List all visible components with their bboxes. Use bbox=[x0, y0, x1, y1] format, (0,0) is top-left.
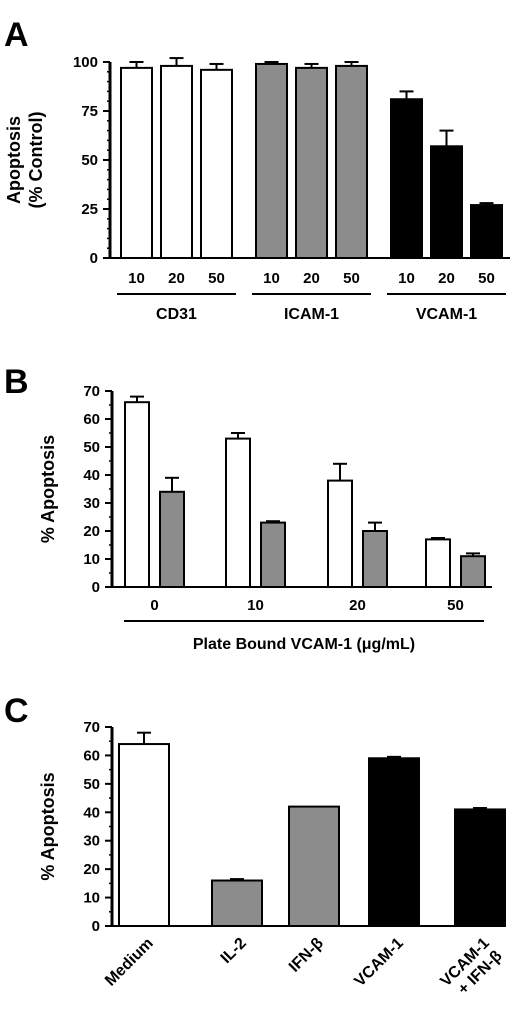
panel-c-x-tick-line: IFN-β bbox=[286, 935, 327, 976]
panel-a-label: A bbox=[4, 16, 29, 54]
panel-b-label: B bbox=[4, 363, 29, 401]
panel-b-chart: 0 10 20 30 40 50 60 70 0 10 20 50 Plate Bound VCAM-1… bbox=[38, 383, 492, 653]
panel-b-y-tick-label: 0 bbox=[92, 579, 100, 596]
panel-a-x-tick-label: 50 bbox=[343, 270, 360, 287]
panel-c-x-tick-line: IL-2 bbox=[218, 935, 250, 967]
panel-a-x-tick-label: 10 bbox=[128, 270, 145, 287]
panel-a-bar bbox=[160, 64, 193, 259]
panel-b-y-tick-label: 30 bbox=[83, 495, 100, 512]
panel-c-bar bbox=[211, 879, 263, 927]
panel-a-group-label: VCAM-1 bbox=[416, 306, 477, 323]
panel-a-bar bbox=[120, 66, 153, 259]
panel-b-y-tick-label: 50 bbox=[83, 439, 100, 456]
panel-a-bar bbox=[335, 64, 368, 259]
panel-c-label: C bbox=[4, 692, 29, 730]
panel-b-y-tick-label: 70 bbox=[83, 383, 100, 400]
panel-a-y-tick-label: 50 bbox=[81, 152, 98, 169]
panel-b-x-label: Plate Bound VCAM-1 (μg/mL) bbox=[193, 636, 415, 653]
panel-a-y-tick-label: 75 bbox=[81, 103, 98, 120]
panel-a-group-label: ICAM-1 bbox=[284, 306, 339, 323]
panel-c-x-tick-line: VCAM-1 bbox=[351, 935, 406, 990]
panel-c-x-tick-label: IL-2 bbox=[218, 935, 250, 967]
panel-a-x-tick-label: 20 bbox=[438, 270, 455, 287]
panel-a-y-tick-label: 25 bbox=[81, 201, 98, 218]
panel-b-y-tick-label: 40 bbox=[83, 467, 100, 484]
panel-b-x-tick-label: 50 bbox=[447, 597, 464, 614]
panel-c-y-label: % Apoptosis bbox=[38, 772, 58, 880]
panel-b-bar bbox=[362, 530, 388, 588]
panel-b-x-tick-label: 0 bbox=[150, 597, 158, 614]
panel-c-bar bbox=[368, 757, 420, 927]
panel-b-bar bbox=[327, 479, 353, 589]
panel-a-x-tick-label: 20 bbox=[303, 270, 320, 287]
panel-a-y-tick-label: 0 bbox=[90, 250, 98, 267]
panel-a-x-tick-label: 50 bbox=[208, 270, 225, 287]
panel-c-y-tick-label: 50 bbox=[83, 776, 100, 793]
panel-a-y-label: Apoptosis bbox=[4, 116, 24, 204]
panel-a-group-label: CD31 bbox=[156, 306, 197, 323]
panel-b-x-tick-label: 20 bbox=[349, 597, 366, 614]
panel-c-y-tick-label: 20 bbox=[83, 861, 100, 878]
panel-c-x-tick-label: VCAM-1+ IFN-β bbox=[437, 935, 505, 1003]
panel-a-x-tick-label: 50 bbox=[478, 270, 495, 287]
panel-b-y-tick-label: 60 bbox=[83, 411, 100, 428]
panel-c-chart: 0 10 20 30 40 50 60 70 Medium IL-2 IFN-β VCAM-1 VCAM… bbox=[38, 719, 506, 1003]
panel-c-x-tick-line: Medium bbox=[102, 935, 157, 990]
panel-b-x-tick-label: 10 bbox=[247, 597, 264, 614]
panel-c-bar bbox=[118, 743, 170, 927]
panel-b-y-label: % Apoptosis bbox=[38, 435, 58, 543]
panel-a-x-tick-label: 10 bbox=[398, 270, 415, 287]
panel-a-x-tick-label: 10 bbox=[263, 270, 280, 287]
panel-a-bar bbox=[255, 62, 288, 259]
panel-b-bar bbox=[159, 490, 185, 588]
panel-b-y-tick-label: 10 bbox=[83, 551, 100, 568]
panel-c-x-tick-label: Medium bbox=[102, 935, 157, 990]
panel-c-bar bbox=[288, 805, 340, 927]
panel-b-y-tick-label: 20 bbox=[83, 523, 100, 540]
panel-a-y-label: (% Control) bbox=[26, 112, 46, 209]
panel-a-x-tick-label: 20 bbox=[168, 270, 185, 287]
panel-a-bar bbox=[295, 66, 328, 259]
panel-a-bar bbox=[470, 204, 503, 259]
panel-a-chart: 0 25 50 75 100 10 20 50 CD31 10 20 50 ICAM-1 10 20 50 VC… bbox=[4, 54, 510, 323]
panel-c-y-tick-label: 70 bbox=[83, 719, 100, 736]
panel-c-y-tick-label: 10 bbox=[83, 890, 100, 907]
panel-b-bar bbox=[425, 538, 451, 589]
panel-c-x-tick-label: IFN-β bbox=[286, 935, 327, 976]
panel-b-bar bbox=[460, 555, 486, 589]
panel-b-bar bbox=[225, 437, 251, 588]
panel-c-y-tick-label: 30 bbox=[83, 833, 100, 850]
panel-b-bar bbox=[124, 401, 150, 589]
panel-c-y-tick-label: 0 bbox=[92, 918, 100, 935]
panel-c-bar bbox=[454, 808, 506, 928]
panel-c-y-tick-label: 40 bbox=[83, 804, 100, 821]
panel-a-y-tick-label: 100 bbox=[73, 54, 98, 71]
panel-c-y-tick-label: 60 bbox=[83, 747, 100, 764]
panel-c-x-tick-label: VCAM-1 bbox=[351, 935, 406, 990]
panel-a-bar bbox=[390, 98, 423, 259]
panel-b-bar bbox=[260, 521, 286, 588]
panel-a-bar bbox=[200, 68, 233, 259]
panel-a-bar bbox=[430, 145, 463, 259]
